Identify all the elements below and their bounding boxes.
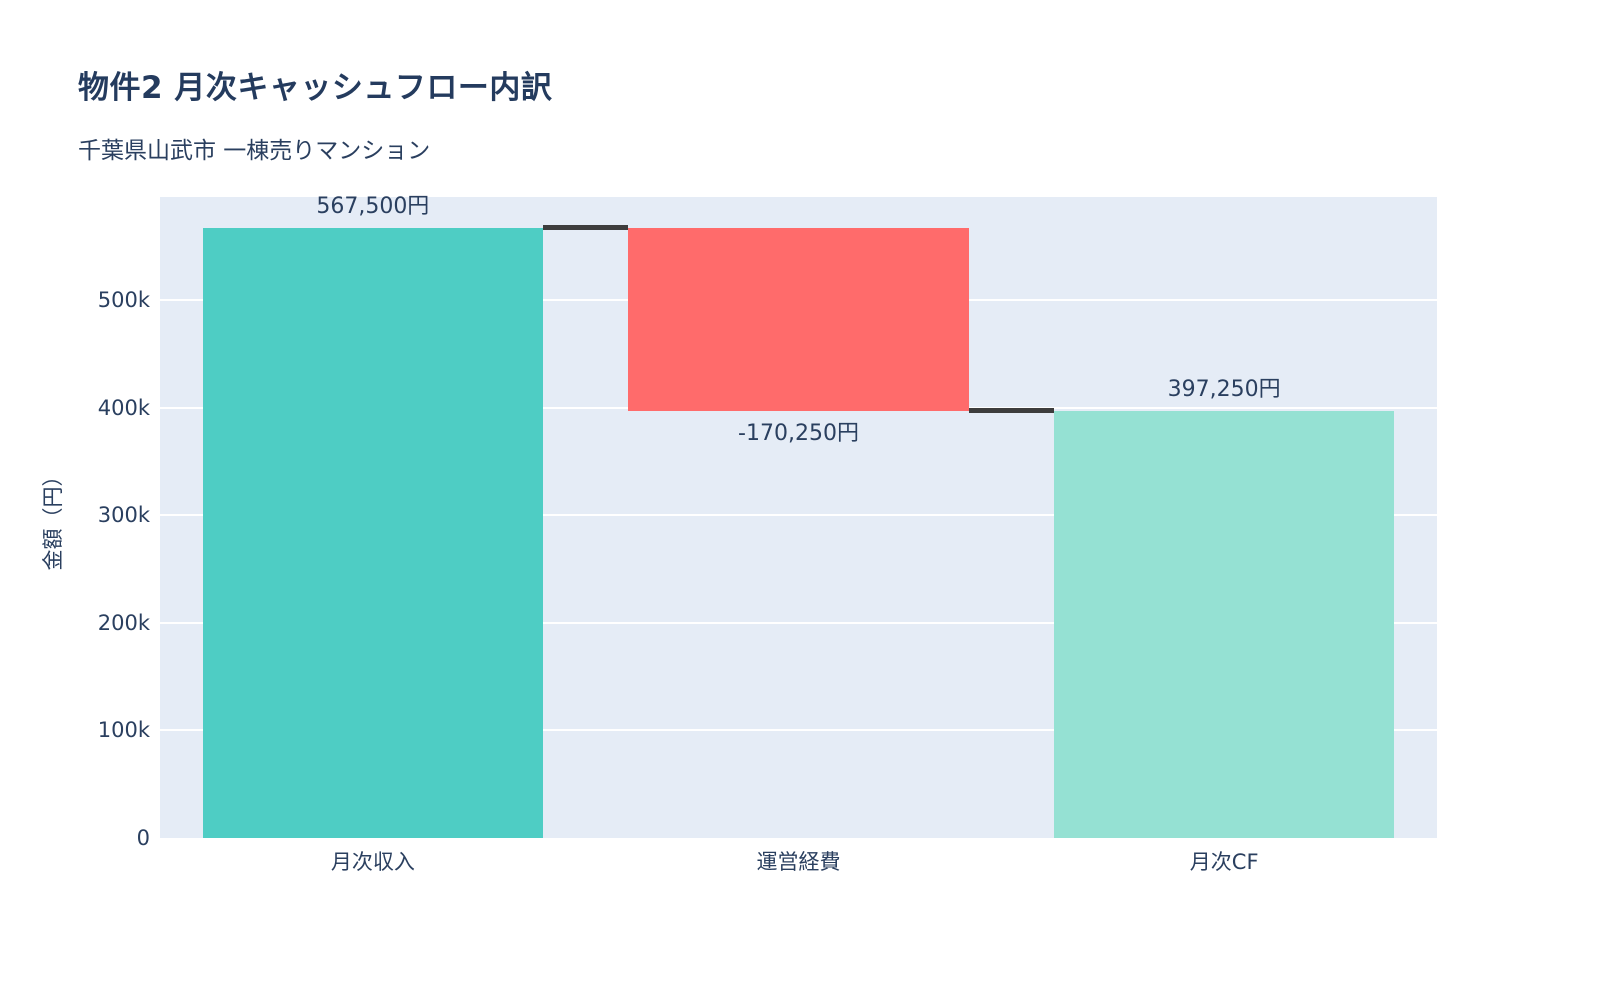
waterfall-bar-3[interactable] <box>1053 410 1395 838</box>
plot-area: 567,500円 -170,250円 397,250円 <box>160 193 1437 838</box>
y-gridline <box>160 621 1437 624</box>
bar-value-label: -170,250円 <box>738 420 859 446</box>
y-axis-tick-label: 0 <box>136 826 150 850</box>
y-axis-tick-label: 300k <box>97 503 150 528</box>
waterfall-bar-1[interactable] <box>202 227 544 838</box>
y-axis-tick-label: 200k <box>97 610 150 635</box>
chart-title: 物件2 月次キャッシュフロー内訳 <box>78 70 553 106</box>
y-axis-tick-label: 100k <box>97 718 150 743</box>
x-axis-tick-label: 月次収入 <box>330 850 415 874</box>
bar-value-label: 397,250円 <box>1167 376 1281 402</box>
y-gridline <box>160 514 1437 517</box>
x-axis-tick-label: 月次CF <box>1189 850 1259 874</box>
y-gridline <box>160 729 1437 732</box>
x-axis-tick-label: 運営経費 <box>756 850 841 874</box>
connector-line <box>543 225 629 231</box>
y-axis-tick-label: 500k <box>97 288 150 313</box>
waterfall-bar-2[interactable] <box>628 227 969 411</box>
bar-value-label: 567,500円 <box>316 193 430 219</box>
y-axis-tick-label: 400k <box>97 395 150 420</box>
connector-line <box>968 408 1054 414</box>
chart-subtitle: 千葉県山武市 一棟売りマンション <box>78 138 431 164</box>
